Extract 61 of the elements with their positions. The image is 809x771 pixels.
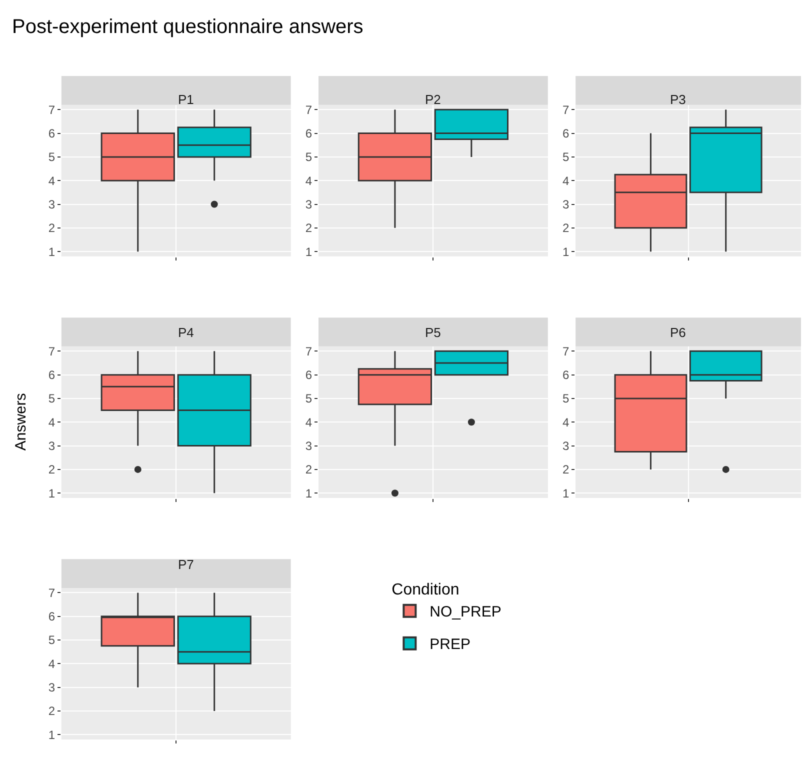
y-tick-label: 5	[305, 150, 312, 164]
chart-title: P3	[670, 92, 686, 107]
y-tick-label: 4	[562, 415, 570, 430]
y-tick-label: 2	[562, 462, 570, 477]
y-tick-label: 7	[48, 586, 56, 600]
y-tick-label: 3	[48, 197, 56, 212]
y-tick-label: 6	[562, 368, 570, 382]
chart-title: P6	[670, 325, 686, 340]
y-tick-label: 2	[305, 221, 312, 236]
y-tick-label: 4	[305, 174, 312, 188]
y-tick-label: 3	[562, 438, 570, 453]
y-tick-label: 1	[562, 244, 570, 259]
y-tick-label: 5	[305, 392, 312, 406]
y-tick-label: 6	[305, 126, 312, 140]
y-tick-label: 3	[562, 197, 570, 212]
y-tick-label: 3	[48, 438, 56, 453]
y-tick-label: 1	[48, 486, 56, 500]
y-tick-label: 5	[48, 150, 56, 164]
y-tick-label: 5	[48, 392, 56, 406]
y-tick-label: 3	[305, 197, 312, 212]
y-tick-label: 6	[562, 126, 570, 140]
legend-label: NO_PREP	[430, 604, 502, 621]
y-tick-label: 5	[562, 392, 570, 406]
y-tick-label: 2	[48, 221, 56, 236]
y-tick-label: 6	[48, 368, 56, 382]
y-tick-label: 6	[48, 126, 56, 140]
y-tick-label: 4	[305, 415, 312, 430]
chart-title: P7	[178, 557, 194, 572]
y-tick-label: 4	[48, 174, 56, 188]
y-tick-label: 3	[305, 438, 312, 453]
y-tick-label: 2	[48, 462, 56, 477]
y-tick-label: 7	[305, 344, 312, 358]
y-tick-label: 2	[48, 704, 56, 718]
y-tick-label: 7	[48, 102, 56, 117]
chart-title: P2	[425, 92, 441, 107]
chart-title: P1	[178, 92, 194, 107]
y-tick-label: 3	[48, 680, 56, 695]
y-tick-label: 7	[562, 344, 570, 358]
y-tick-label: 1	[48, 728, 56, 742]
y-tick-label: 1	[48, 244, 56, 259]
y-tick-label: 4	[48, 656, 56, 671]
y-tick-label: 4	[48, 415, 56, 430]
y-tick-label: 5	[562, 150, 570, 164]
y-tick-label: 1	[305, 486, 312, 500]
y-tick-label: 7	[305, 102, 312, 117]
y-tick-label: 7	[48, 344, 56, 358]
y-tick-label: 4	[562, 174, 570, 188]
y-tick-label: 2	[562, 221, 570, 236]
legend-title: Condition	[392, 582, 460, 599]
y-axis-title: Answers	[12, 393, 30, 451]
y-tick-label: 5	[48, 633, 56, 648]
y-tick-label: 6	[305, 368, 312, 382]
chart-title: P5	[425, 325, 441, 340]
text: Post-experiment questionnaire answers	[12, 16, 364, 38]
legend-label: PREP	[430, 636, 471, 654]
y-tick-label: 1	[305, 244, 312, 259]
chart-title: P4	[178, 325, 194, 340]
y-tick-label: 1	[562, 486, 570, 500]
y-tick-label: 6	[48, 610, 56, 624]
y-tick-label: 2	[305, 462, 312, 477]
y-tick-label: 7	[562, 102, 570, 117]
